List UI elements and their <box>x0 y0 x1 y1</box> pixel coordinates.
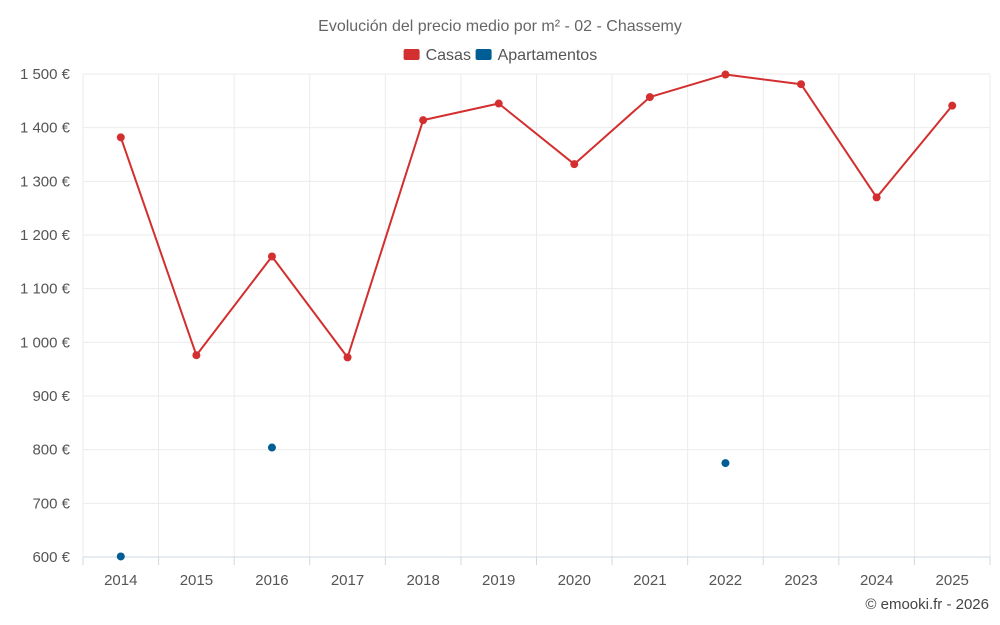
data-point-casas <box>570 160 579 169</box>
x-tick-label: 2023 <box>784 572 817 589</box>
series-line-casas <box>119 73 953 359</box>
y-tick-label: 600 € <box>32 549 70 566</box>
y-tick-label: 700 € <box>32 495 70 512</box>
y-tick-label: 1 500 € <box>20 66 71 83</box>
x-tick-label: 2015 <box>180 572 213 589</box>
data-point-apartamentos <box>267 443 276 452</box>
x-tick-label: 2024 <box>860 572 893 589</box>
x-tick-label: 2018 <box>406 572 439 589</box>
chart-title: Evolución del precio medio por m² - 02 -… <box>318 18 682 35</box>
data-point-casas <box>872 193 881 202</box>
y-tick-label: 1 400 € <box>20 120 71 137</box>
data-point-casas <box>116 133 125 142</box>
x-tick-label: 2025 <box>936 572 969 589</box>
data-point-apartamentos <box>116 552 125 561</box>
credit: © emooki.fr - 2026 <box>865 596 989 613</box>
data-point-casas <box>192 351 201 360</box>
y-tick-label: 900 € <box>32 388 70 405</box>
y-tick-label: 1 000 € <box>20 334 71 351</box>
data-point-casas <box>797 80 806 89</box>
data-point-casas <box>721 70 730 79</box>
y-tick-label: 800 € <box>32 442 70 459</box>
y-tick-label: 1 100 € <box>20 281 71 298</box>
grid <box>82 73 991 558</box>
legend-label: Casas <box>426 47 471 64</box>
x-tick-label: 2019 <box>482 572 515 589</box>
legend-swatch <box>403 49 420 60</box>
y-axis: 600 € 700 € 800 € 900 € 1 000 € 1 100 € 1 200 … <box>20 66 71 566</box>
legend-item-casas[interactable]: Casas <box>403 47 471 64</box>
y-tick-label: 1 200 € <box>20 227 71 244</box>
x-tick-label: 2021 <box>633 572 666 589</box>
x-axis: 2014 2015 2016 2017 2018 2019 2020 2021 2022 2023… <box>82 556 991 589</box>
x-tick-label: 2014 <box>104 572 137 589</box>
data-point-casas <box>494 99 503 108</box>
x-tick-label: 2022 <box>709 572 742 589</box>
data-point-casas <box>267 252 276 261</box>
x-tick-label: 2016 <box>255 572 288 589</box>
data-point-casas <box>419 116 428 125</box>
data-point-casas <box>948 101 957 110</box>
y-tick-label: 1 300 € <box>20 173 71 190</box>
legend-item-apartamentos[interactable]: Apartamentos <box>475 47 598 64</box>
series-layer <box>116 70 957 561</box>
x-tick-label: 2017 <box>331 572 364 589</box>
data-point-apartamentos <box>721 459 730 468</box>
legend-label: Apartamentos <box>498 47 598 64</box>
legend-swatch <box>475 49 492 60</box>
data-point-casas <box>343 353 352 362</box>
data-point-casas <box>645 93 654 102</box>
x-tick-label: 2020 <box>558 572 591 589</box>
legend[interactable]: Casas Apartamentos <box>403 47 598 64</box>
